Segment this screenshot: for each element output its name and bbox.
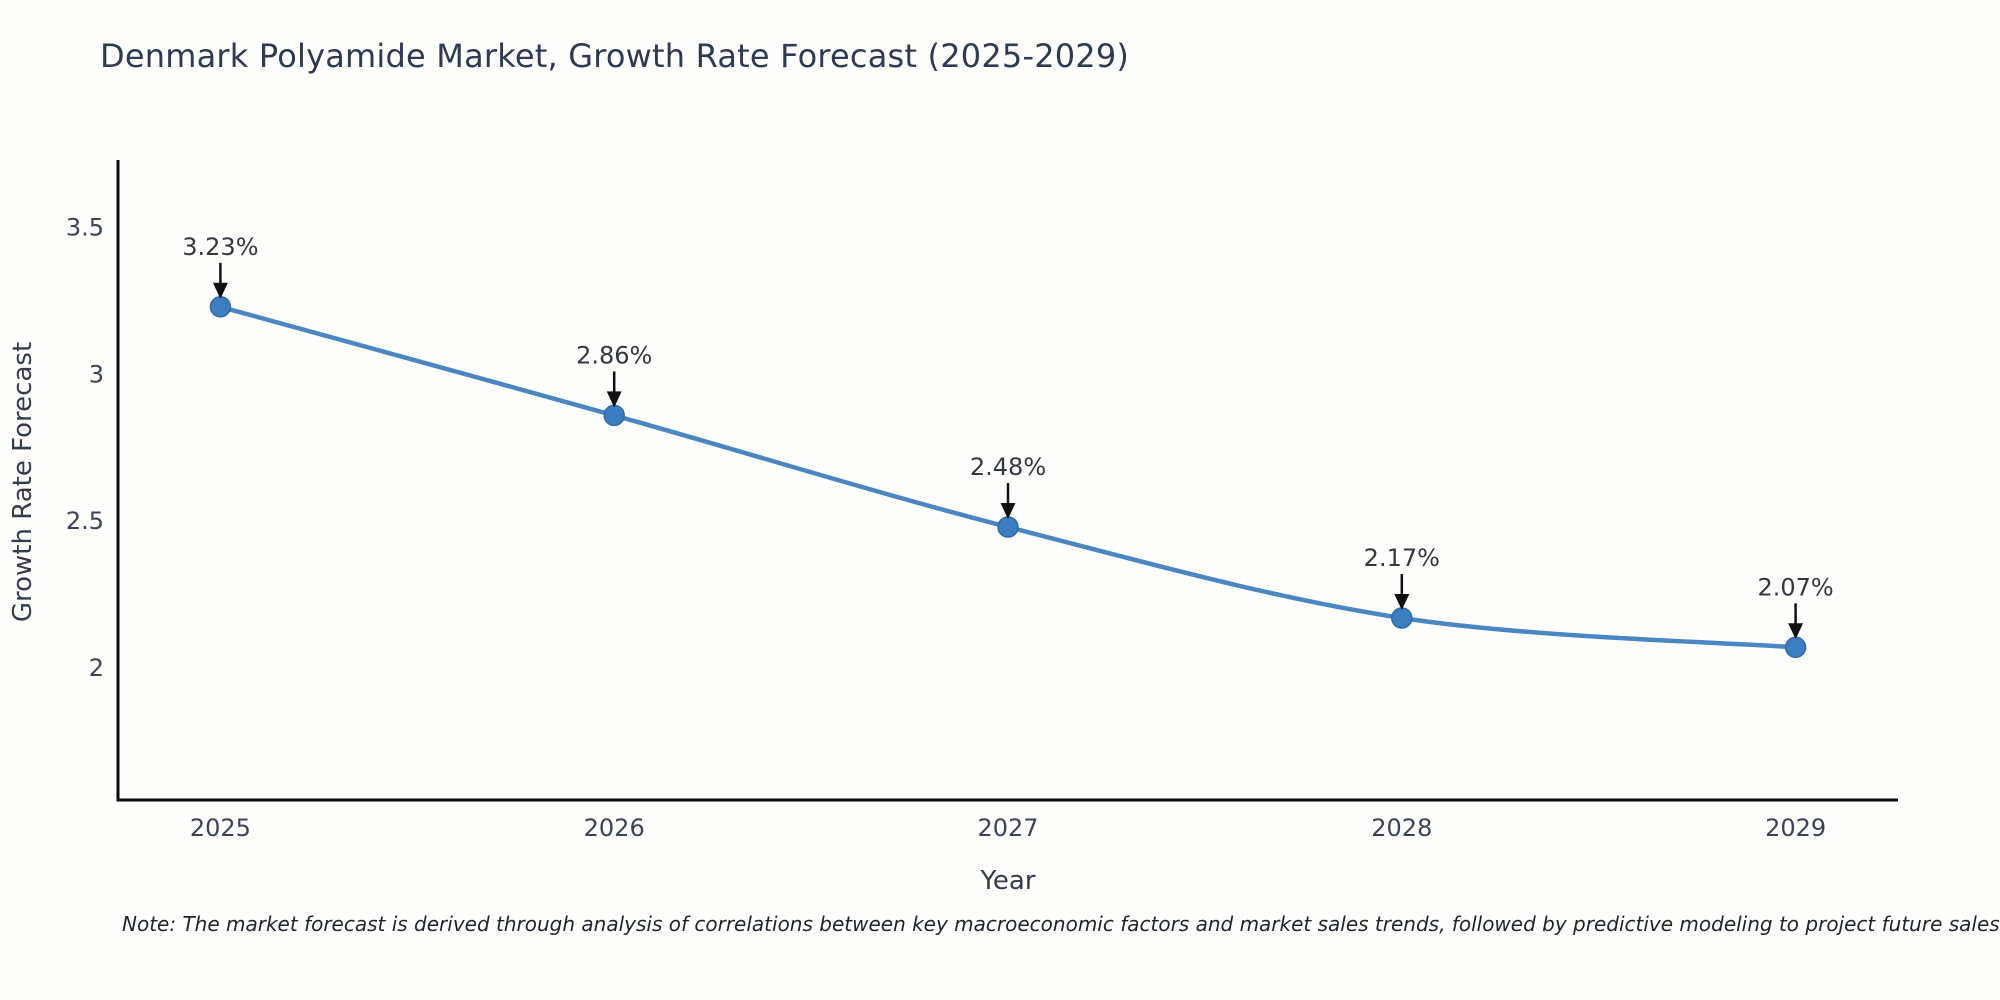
data-point-annotation: 2.07%	[1757, 573, 1833, 601]
data-point-marker	[603, 404, 625, 427]
chart-title: Denmark Polyamide Market, Growth Rate Fo…	[100, 37, 1130, 75]
annotation-arrowhead	[606, 391, 622, 408]
note-text: Note: The market forecast is derived thr…	[122, 912, 2000, 936]
x-axis-label: Year	[980, 866, 1036, 896]
y-tick-label: 2	[89, 654, 104, 682]
x-tick-label: 2025	[190, 814, 251, 842]
data-point-marker	[1391, 607, 1413, 629]
annotation-arrowhead	[1000, 503, 1016, 519]
annotation-arrowhead	[1788, 623, 1804, 640]
x-tick-label: 2026	[584, 814, 645, 842]
y-tick-label: 3.5	[66, 214, 104, 242]
data-point-annotation: 2.17%	[1364, 544, 1440, 572]
data-point-annotation: 2.48%	[970, 453, 1046, 481]
data-point-marker	[1784, 636, 1807, 659]
x-tick-label: 2027	[977, 814, 1038, 842]
data-point-annotation: 3.23%	[182, 233, 258, 261]
data-point-marker	[997, 516, 1019, 538]
data-point-marker	[209, 296, 232, 318]
data-point-annotation: 2.86%	[576, 341, 652, 369]
annotation-arrowhead	[212, 282, 228, 299]
annotation-arrowhead	[1394, 594, 1410, 610]
x-tick-label: 2029	[1765, 814, 1826, 842]
y-tick-label: 2.5	[66, 507, 104, 535]
axis-spines	[116, 160, 1898, 802]
x-tick-label: 2028	[1371, 814, 1432, 842]
y-axis-label: Growth Rate Forecast	[8, 341, 38, 623]
y-tick-label: 3	[89, 360, 104, 388]
